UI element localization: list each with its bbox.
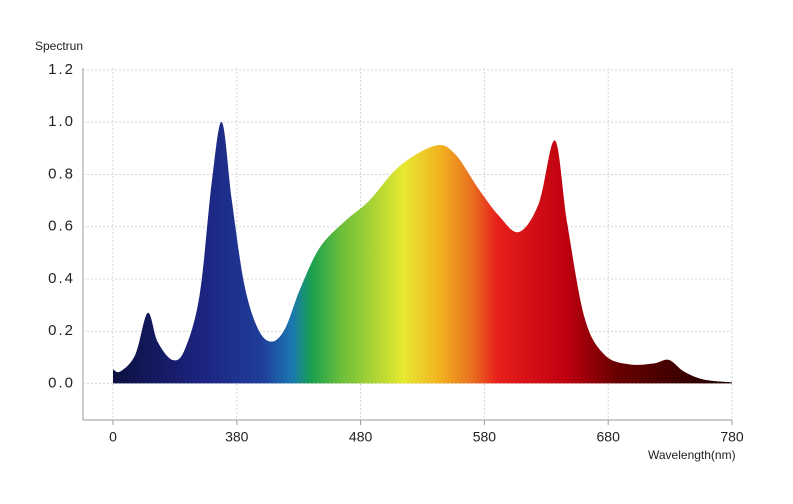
y-tick-label: 0.8 <box>48 165 75 182</box>
x-tick-label: 780 <box>720 429 744 445</box>
x-tick-label: 580 <box>473 429 497 445</box>
y-tick-label: 0.4 <box>48 270 75 287</box>
spectrum-area <box>113 121 732 384</box>
x-axis-label: Wavelength(nm) <box>648 448 736 462</box>
x-tick-label: 480 <box>349 429 373 445</box>
x-tick-label: 680 <box>597 429 621 445</box>
y-tick-label: 0.2 <box>48 322 75 339</box>
y-tick-label: 1.0 <box>48 113 75 130</box>
y-tick-label: 0.6 <box>48 218 75 235</box>
x-tick-label: 380 <box>225 429 249 445</box>
y-axis-label: Spectrun <box>35 39 83 53</box>
y-tick-label: 1.2 <box>48 61 75 78</box>
y-tick-label: 0.0 <box>48 374 75 391</box>
x-tick-label: 0 <box>109 429 117 445</box>
